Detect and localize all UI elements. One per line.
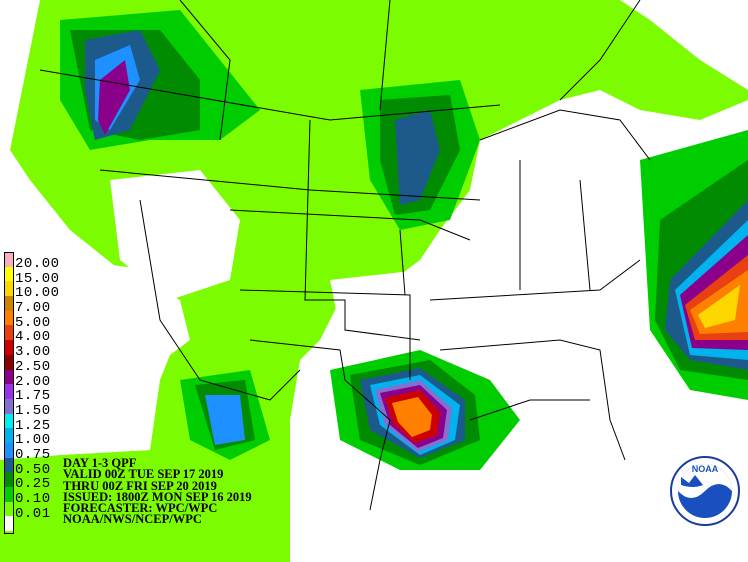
dry-area-southwest (0, 250, 180, 460)
forecaster: FORECASTER: WPC/WPC (63, 501, 218, 516)
legend-label: 0.50 (15, 461, 51, 478)
valid-time: VALID 00Z TUE SEP 17 2019 (63, 467, 224, 482)
legend-swatch (4, 442, 14, 458)
legend-swatch (4, 472, 14, 487)
legend-label: 0.10 (15, 491, 51, 507)
legend-swatch (4, 501, 14, 517)
state-borders (39, 0, 651, 511)
legend-label: 20.00 (15, 256, 60, 272)
outside-domain (0, 0, 40, 160)
legend-label: 0.25 (15, 476, 51, 493)
legend-label: 10.00 (15, 285, 60, 302)
legend-swatch (4, 516, 14, 532)
product-title: DAY 1-3 QPF (63, 456, 137, 470)
precip-0.75-area (205, 395, 245, 445)
legend-swatch (4, 266, 14, 282)
issued-time: ISSUED: 1800Z MON SEP 16 2019 (63, 489, 252, 504)
noaa-logo: NOAA (670, 456, 740, 526)
legend-label: 2.00 (15, 373, 51, 390)
legend-swatch (4, 428, 14, 443)
dry-area-plains (330, 270, 470, 360)
legend-swatch (4, 413, 14, 429)
legend-label: 0.75 (15, 446, 51, 463)
legend-label: 1.50 (15, 402, 51, 419)
outside-domain (290, 515, 748, 562)
precip-0.50-area (395, 110, 440, 205)
legend-swatch (4, 296, 14, 311)
legend-swatch (4, 369, 14, 385)
legend-swatch (4, 340, 14, 355)
precip-2.00-area (98, 60, 130, 135)
product-info: DAY 1-3 QPF VALID 00Z TUE SEP 17 2019 TH… (63, 456, 252, 527)
legend-label: 1.00 (15, 432, 51, 449)
precip-5.00-area (392, 397, 432, 437)
dry-area-west (110, 170, 240, 300)
legend-label: 15.00 (15, 270, 60, 287)
legend-label: 0.01 (15, 505, 51, 522)
legend-swatch (4, 398, 14, 414)
legend-label: 7.00 (15, 300, 51, 317)
legend-swatch (4, 354, 14, 370)
dry-area-east (470, 110, 650, 340)
legend-swatch (4, 487, 14, 502)
legend-swatch (4, 384, 14, 399)
legend-swatch (4, 325, 14, 341)
legend-label: 3.00 (15, 344, 51, 361)
legend-swatch (4, 252, 14, 267)
agency: NOAA/NWS/NCEP/WPC (63, 512, 202, 527)
legend-swatch (4, 310, 14, 326)
legend-swatch (4, 281, 14, 297)
dry-area-gulf (440, 460, 660, 515)
precip-10.00-area (698, 285, 740, 328)
legend-swatch (4, 457, 14, 473)
legend-label: 4.00 (15, 329, 51, 346)
thru-time: THRU 00Z FRI SEP 20 2019 (63, 478, 217, 493)
legend-label: 1.25 (15, 417, 51, 434)
legend-label: 2.50 (15, 358, 51, 375)
svg-text:NOAA: NOAA (692, 464, 719, 474)
outside-domain (620, 0, 748, 90)
legend-label: 5.00 (15, 314, 51, 331)
legend-label: 1.75 (15, 388, 51, 405)
